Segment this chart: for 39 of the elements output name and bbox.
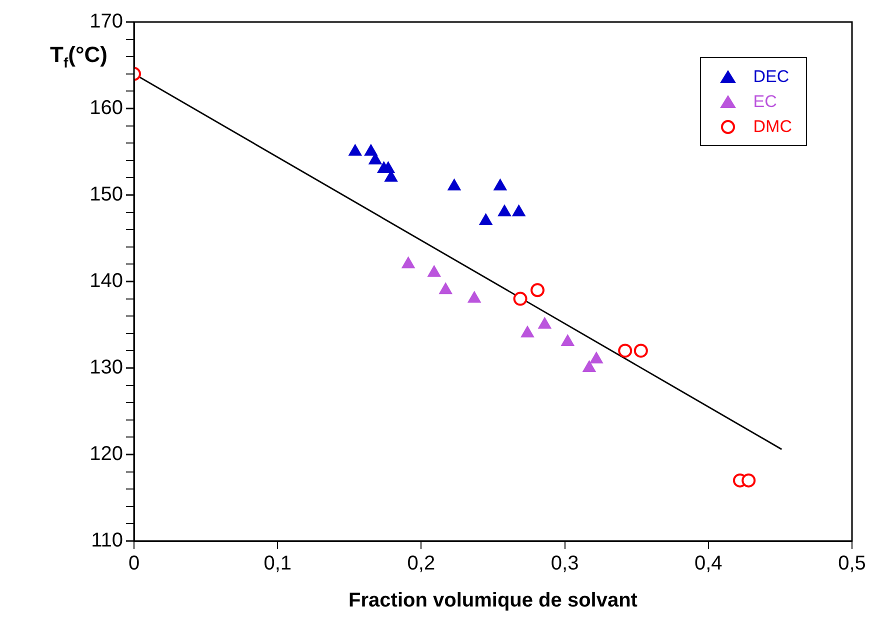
point [520, 326, 534, 338]
y-tick-label: 110 [91, 530, 123, 552]
x-tick-label: 0,5 [838, 552, 866, 575]
x-tick-label: 0,3 [550, 552, 579, 575]
y-axis-title: T$_{f}$(°C) [50, 42, 108, 70]
point [364, 144, 378, 156]
point [428, 265, 441, 277]
point [590, 352, 603, 364]
y-tick-label: 120 [90, 443, 123, 466]
legend-label: DEC [753, 66, 790, 86]
point [512, 204, 526, 216]
point [348, 144, 362, 156]
point [582, 360, 596, 372]
point [634, 344, 648, 358]
point [561, 334, 574, 346]
legend-label: DMC [753, 116, 792, 136]
y-tick-label: 170 [90, 10, 123, 33]
point [448, 178, 461, 190]
point [498, 204, 512, 216]
y-tick-label: 140 [90, 270, 123, 292]
point [538, 317, 552, 329]
point [742, 473, 756, 488]
point [513, 292, 528, 306]
x-axis-title: Fraction volumique de solvant [348, 590, 638, 612]
x-tick-label: 0,2 [407, 552, 436, 575]
point [618, 344, 632, 358]
y-tick-label: 150 [90, 184, 123, 206]
point [402, 256, 415, 268]
x-tick-label: 0,4 [694, 552, 722, 575]
y-tick-label: 160 [90, 97, 123, 120]
point [479, 213, 492, 225]
point [468, 291, 481, 303]
y-tick-label: 130 [90, 356, 123, 379]
x-tick-label: 0,1 [264, 552, 292, 575]
legend-label: EC [753, 92, 777, 112]
point [494, 178, 507, 190]
point [439, 282, 452, 294]
point [530, 283, 545, 298]
x-tick-label: 0 [128, 552, 140, 575]
